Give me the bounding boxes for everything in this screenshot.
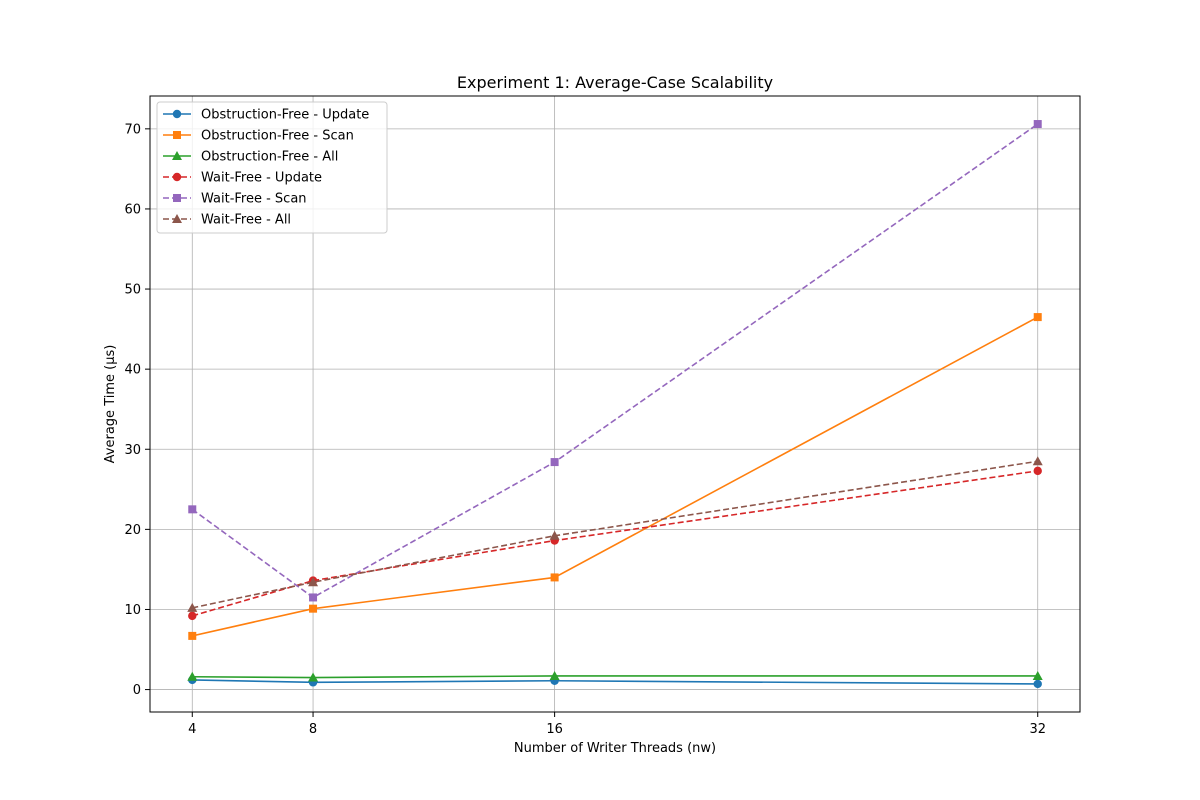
x-tick-label: 16 [546, 722, 563, 737]
series-line [191, 123, 1039, 599]
data-point [308, 672, 319, 682]
data-point [188, 631, 197, 640]
series-layer [187, 120, 1043, 689]
legend-item-wait-free-update: Wait-Free - Update [163, 171, 322, 186]
data-point [550, 458, 559, 467]
y-axis-label: Average Time (µs) [103, 345, 118, 464]
ticks: 4 8 16 32 0 10 20 30 40 50 60 70 [124, 122, 1046, 737]
legend-item-wait-free-scan: Wait-Free - Scan [163, 192, 307, 207]
legend-marker [173, 131, 181, 139]
series-line [192, 316, 1039, 637]
x-tick-label: 32 [1029, 722, 1046, 737]
series-line [192, 460, 1038, 609]
data-point [308, 577, 319, 587]
plot-frame [149, 95, 1081, 713]
legend-item-wait-free-all: Wait-Free - All [163, 213, 291, 228]
series-line [192, 679, 1038, 685]
legend: Obstruction-Free - Update Obstruction-Fre… [156, 101, 388, 234]
legend-marker [172, 109, 182, 119]
data-point [550, 573, 559, 582]
x-axis-label: Number of Writer Threads (nw) [514, 741, 716, 756]
legend-marker [172, 172, 182, 182]
legend-label: Obstruction-Free - Scan [201, 129, 354, 144]
y-tick-label: 50 [124, 283, 141, 298]
legend-label: Wait-Free - All [201, 213, 291, 228]
legend-label: Obstruction-Free - Update [201, 108, 369, 123]
y-tick-label: 10 [124, 603, 141, 618]
legend-frame [156, 101, 388, 234]
data-point [1033, 679, 1042, 689]
series-obstruction-free-scan [188, 313, 1042, 640]
data-point [549, 530, 560, 540]
legend-label: Wait-Free - Scan [201, 192, 307, 207]
x-tick-label: 8 [309, 722, 317, 737]
data-point [1032, 456, 1043, 466]
y-tick-label: 0 [133, 683, 141, 698]
y-tick-label: 30 [124, 443, 141, 458]
y-tick-label: 60 [124, 202, 141, 217]
y-tick-label: 70 [124, 122, 141, 137]
legend-item-obstruction-free-all: Obstruction-Free - All [163, 150, 338, 165]
data-point [309, 604, 318, 613]
x-tick-label: 4 [188, 722, 196, 737]
legend-item-obstruction-free-update: Obstruction-Free - Update [163, 108, 369, 123]
series-line [192, 470, 1038, 617]
grid [150, 96, 1080, 712]
data-point [1033, 466, 1042, 476]
series-wait-free-all [187, 456, 1043, 612]
data-point [187, 671, 198, 681]
legend-marker [172, 214, 182, 223]
data-point [309, 593, 318, 602]
series-obstruction-free-all [187, 670, 1043, 682]
y-tick-label: 40 [124, 363, 141, 378]
legend-label: Wait-Free - Update [201, 171, 322, 186]
data-point [188, 611, 197, 621]
data-point [187, 602, 198, 612]
data-point [1033, 313, 1042, 322]
data-point [1033, 120, 1042, 129]
data-point [1032, 670, 1043, 680]
series-wait-free-scan [188, 120, 1042, 602]
legend-marker [172, 151, 182, 160]
data-point [188, 505, 197, 514]
data-point [549, 670, 560, 680]
y-tick-label: 20 [124, 523, 141, 538]
chart-title: Experiment 1: Average-Case Scalability [457, 73, 773, 92]
legend-label: Obstruction-Free - All [201, 150, 338, 165]
legend-marker [173, 194, 181, 202]
legend-item-obstruction-free-scan: Obstruction-Free - Scan [163, 129, 354, 144]
series-line [192, 675, 1038, 679]
